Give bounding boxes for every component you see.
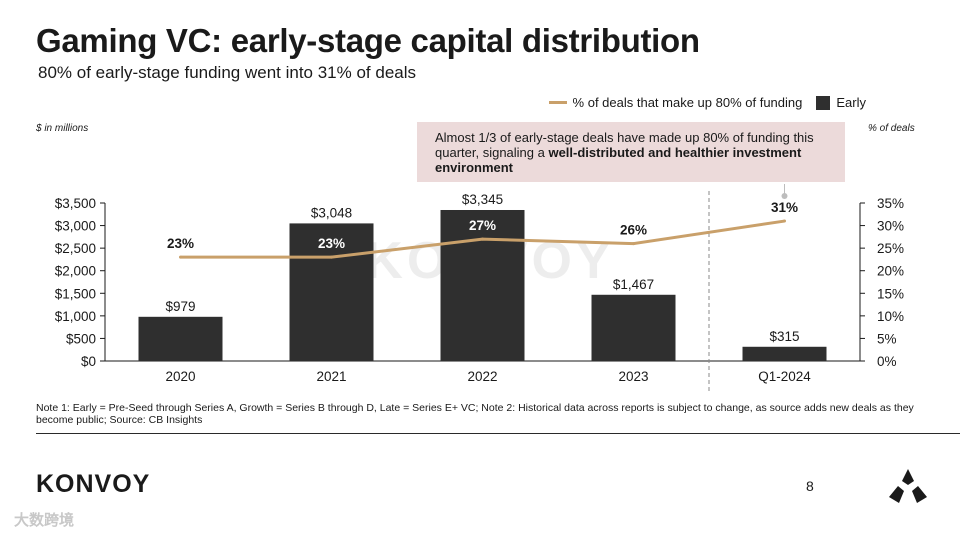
- x-tick-label: 2021: [316, 369, 346, 384]
- line-value-label: 26%: [620, 223, 647, 238]
- x-tick-label: 2023: [618, 369, 648, 384]
- x-tick-label: Q1-2024: [758, 369, 811, 384]
- line-point: [481, 237, 484, 241]
- y-tick-label: $3,500: [55, 196, 96, 211]
- bar-value-label: $1,467: [613, 277, 654, 292]
- y-tick-label: $2,000: [55, 264, 96, 279]
- y2-tick-label: 20%: [877, 264, 904, 279]
- y2-tick-label: 10%: [877, 309, 904, 324]
- footer-divider: [36, 433, 960, 434]
- page-subtitle: 80% of early-stage funding went into 31%…: [38, 63, 417, 82]
- line-value-label: 31%: [771, 200, 798, 215]
- bar: [591, 294, 676, 361]
- legend-bar-swatch: [816, 95, 831, 110]
- legend-bar-label: Early: [836, 95, 866, 110]
- y2-tick-label: 35%: [877, 196, 904, 211]
- line-value-label: 23%: [318, 236, 345, 251]
- corner-watermark: 大数跨境: [14, 512, 75, 529]
- callout-connector-dot: [781, 193, 788, 199]
- page-title: Gaming VC: early-stage capital distribut…: [36, 22, 700, 59]
- x-tick-label: 2020: [165, 369, 195, 384]
- y2-tick-label: 0%: [877, 354, 897, 369]
- bar: [138, 316, 223, 361]
- y2-tick-label: 15%: [877, 286, 904, 301]
- y-tick-label: $0: [81, 354, 96, 369]
- footnote: Note 1: Early = Pre-Seed through Series …: [36, 402, 914, 426]
- callout-box: Almost 1/3 of early-stage deals have mad…: [417, 122, 845, 182]
- line-value-label: 27%: [469, 218, 496, 233]
- right-axis-unit-note: % of deals: [868, 123, 915, 134]
- bar-value-label: $3,345: [462, 192, 503, 207]
- y2-tick-label: 5%: [877, 331, 897, 346]
- brand-mark-icon: [889, 469, 927, 503]
- bar: [289, 223, 374, 361]
- y2-tick-label: 30%: [877, 219, 904, 234]
- line-point: [632, 242, 635, 246]
- line-point: [783, 219, 786, 223]
- bar: [440, 209, 525, 361]
- bar-value-label: $315: [769, 329, 799, 344]
- y-tick-label: $2,500: [55, 241, 96, 256]
- bar-value-label: $979: [165, 299, 195, 314]
- x-tick-label: 2022: [467, 369, 497, 384]
- bar: [742, 346, 827, 361]
- left-axis-unit-note: $ in millions: [36, 123, 89, 134]
- chart-legend: % of deals that make up 80% of funding E…: [548, 95, 866, 110]
- legend-line-label: % of deals that make up 80% of funding: [572, 95, 803, 110]
- bar-value-label: $3,048: [311, 205, 352, 220]
- line-point: [330, 255, 333, 259]
- callout-emphasis: well-distributed and healthier investmen…: [435, 145, 802, 175]
- y-tick-label: $3,000: [55, 219, 96, 234]
- line-value-label: 23%: [167, 236, 194, 251]
- page-number: 8: [806, 478, 814, 494]
- line-point: [179, 255, 182, 259]
- y-tick-label: $1,000: [55, 309, 96, 324]
- legend-line-swatch: [548, 101, 567, 104]
- chart: KONVOY$00%$5005%$1,00010%$1,50015%$2,000…: [55, 184, 904, 392]
- brand-logo-text: KONVOY: [36, 470, 151, 498]
- y2-tick-label: 25%: [877, 241, 904, 256]
- y-tick-label: $500: [66, 331, 96, 346]
- y-tick-label: $1,500: [55, 286, 96, 301]
- callout-text: Almost 1/3 of early-stage deals have mad…: [435, 130, 814, 160]
